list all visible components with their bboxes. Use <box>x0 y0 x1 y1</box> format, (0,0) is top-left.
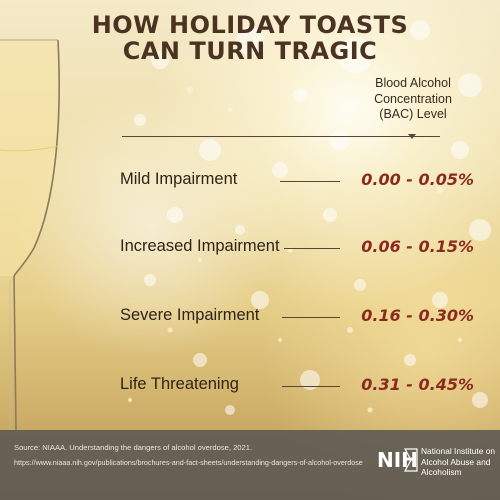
row-leader-line <box>280 181 340 182</box>
glitter-background <box>128 67 462 413</box>
footer-bar: Source: NIAAA. Understanding the dangers… <box>0 430 500 500</box>
row-range: 0.06 - 0.15% <box>361 237 474 256</box>
bac-row-severe: Severe Impairment 0.16 - 0.30% <box>0 306 500 330</box>
nih-logo-text: NIH <box>377 448 418 472</box>
nih-logo-mark <box>403 448 418 472</box>
row-range: 0.00 - 0.05% <box>361 170 474 189</box>
row-leader-line <box>282 317 340 318</box>
source-citation: Source: NIAAA. Understanding the dangers… <box>14 443 253 452</box>
nih-logo: NIH <box>377 447 419 473</box>
row-range: 0.31 - 0.45% <box>361 375 474 394</box>
row-range: 0.16 - 0.30% <box>361 306 474 325</box>
institute-name: National Institute on Alcohol Abuse and … <box>421 446 496 477</box>
page-title: HOW HOLIDAY TOASTS CAN TURN TRAGIC <box>91 11 409 65</box>
row-leader-line <box>284 248 340 249</box>
bac-column-header: Blood Alcohol Concentration (BAC) Level <box>374 76 452 121</box>
bac-row-life-threatening: Life Threatening 0.31 - 0.45% <box>0 375 500 399</box>
header-divider <box>122 136 440 137</box>
row-leader-line <box>282 386 340 387</box>
source-url[interactable]: https://www.niaaa.nih.gov/publications/b… <box>14 458 363 467</box>
bac-row-increased: Increased Impairment 0.06 - 0.15% <box>0 237 500 261</box>
row-label: Severe Impairment <box>120 306 260 324</box>
row-label: Life Threatening <box>120 375 239 393</box>
champagne-glass-illustration <box>0 39 60 430</box>
row-label: Increased Impairment <box>120 237 280 255</box>
bac-row-mild: Mild Impairment 0.00 - 0.05% <box>0 170 500 194</box>
caret-down-icon <box>408 134 416 139</box>
row-label: Mild Impairment <box>120 170 238 188</box>
